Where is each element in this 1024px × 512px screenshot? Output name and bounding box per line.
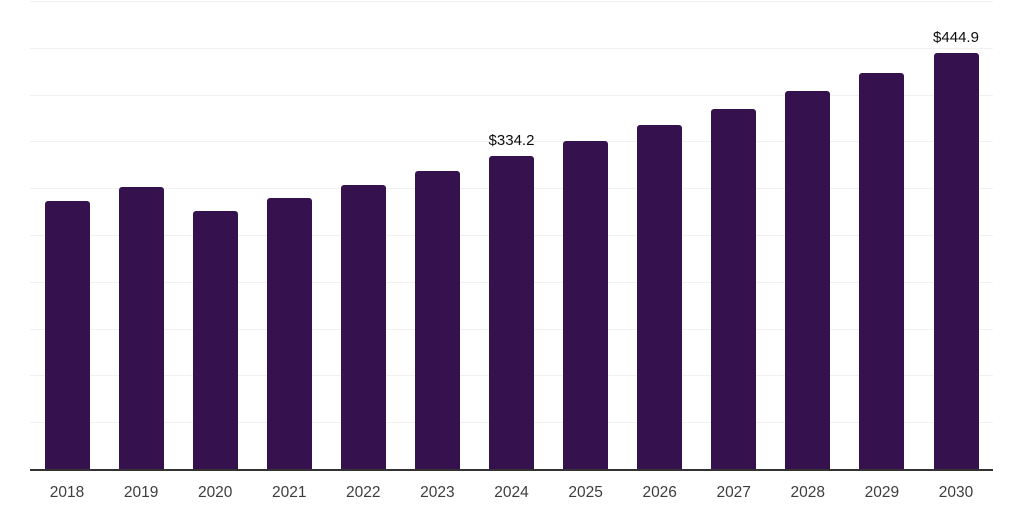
x-tick-2025: 2025 xyxy=(568,484,603,501)
bar-2019 xyxy=(118,187,164,469)
plot-area: $334.2 $444.9 xyxy=(30,0,993,471)
bar-2021 xyxy=(266,198,312,469)
x-tick-2019: 2019 xyxy=(123,484,159,501)
bar-2028 xyxy=(785,91,831,469)
x-tick-2028: 2028 xyxy=(790,484,826,501)
x-tick-2021: 2021 xyxy=(272,484,307,501)
x-axis-labels: 2018 2019 2020 2021 2022 2023 2024 2025 2026 2027… xyxy=(30,484,993,504)
x-tick-2022: 2022 xyxy=(346,484,381,501)
gridline-500 xyxy=(30,1,993,2)
x-tick-2023: 2023 xyxy=(420,484,455,501)
bar-2020 xyxy=(192,210,238,469)
x-tick-2024: 2024 xyxy=(494,484,529,501)
bar-2024 xyxy=(489,156,534,469)
x-tick-2020: 2020 xyxy=(197,484,233,501)
bar-2023 xyxy=(414,171,460,469)
bar-2022 xyxy=(340,185,386,469)
x-tick-2027: 2027 xyxy=(716,484,751,501)
value-label-2030: $444.9 xyxy=(933,28,979,46)
value-label-2024: $334.2 xyxy=(488,132,535,150)
x-tick-2018: 2018 xyxy=(49,484,85,501)
x-tick-2026: 2026 xyxy=(642,484,677,501)
bar-2025 xyxy=(563,141,609,469)
x-axis-line xyxy=(30,469,993,471)
gridline-400 xyxy=(30,94,993,96)
bar-2027 xyxy=(711,108,757,469)
bar-2026 xyxy=(637,125,683,469)
gridline-450 xyxy=(30,47,993,49)
bar-2018 xyxy=(44,200,90,469)
bar-2030 xyxy=(933,52,979,469)
x-tick-2030: 2030 xyxy=(938,484,974,501)
bar-2029 xyxy=(859,73,905,469)
gridline-350 xyxy=(30,141,993,143)
x-tick-2029: 2029 xyxy=(864,484,900,501)
